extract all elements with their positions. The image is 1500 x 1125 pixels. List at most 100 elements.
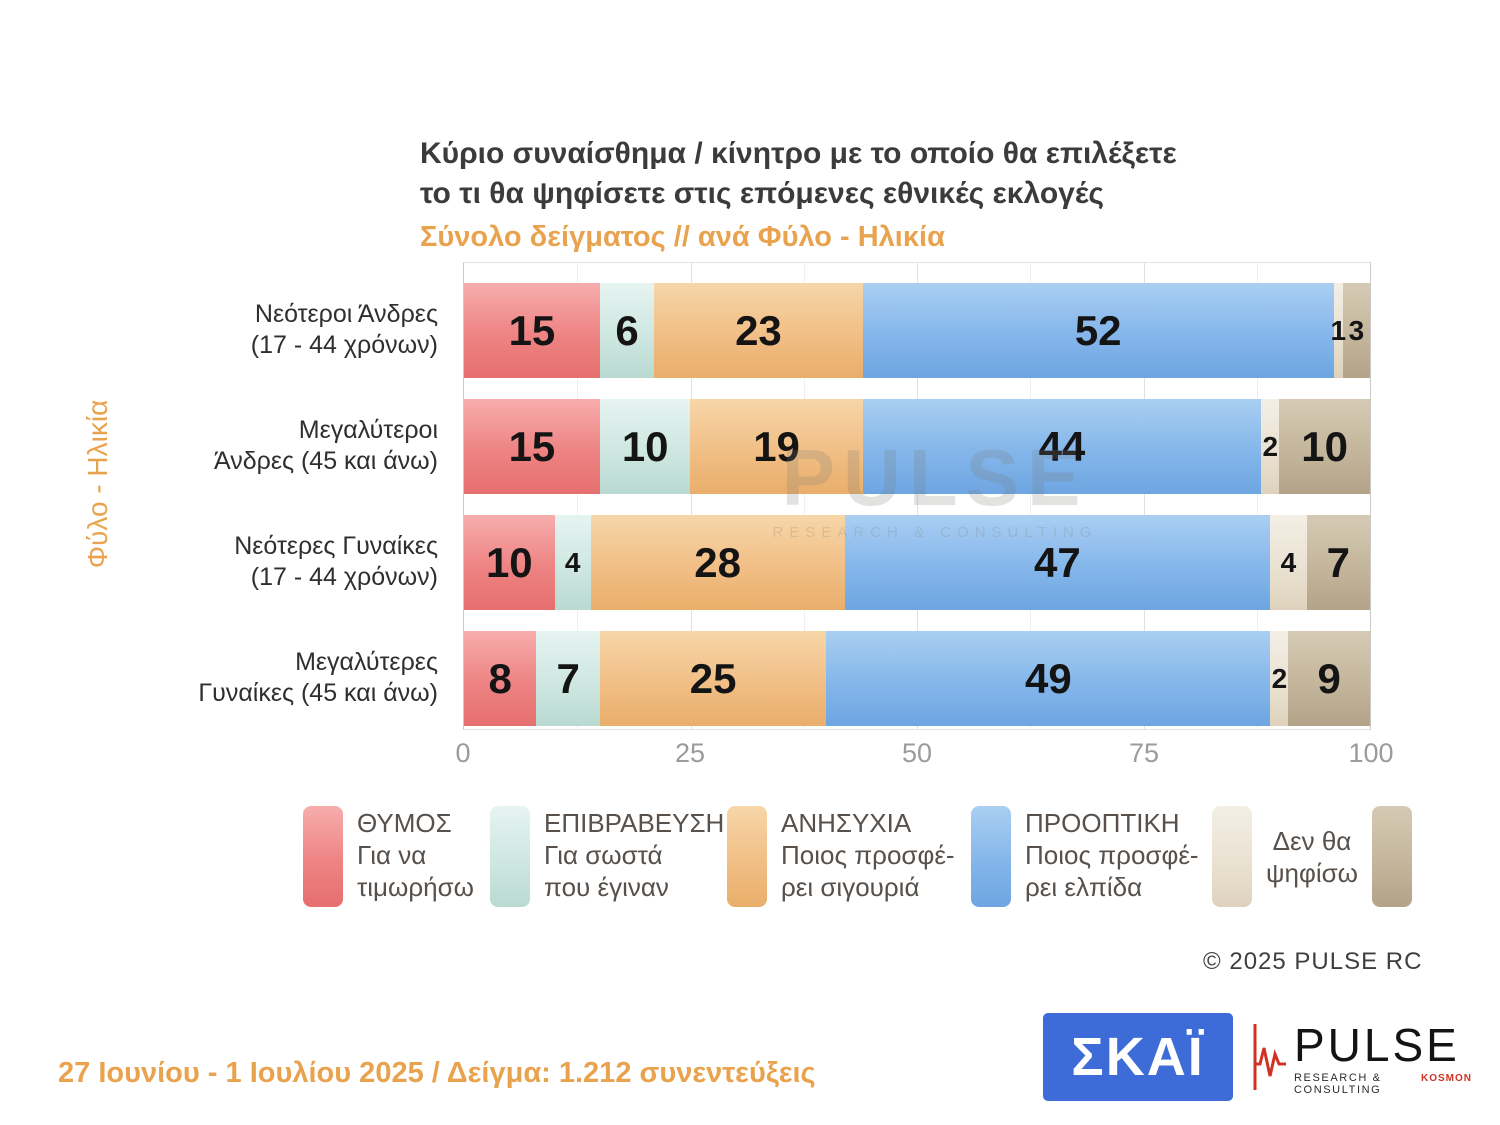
bar-segment: 19 [690,399,863,494]
bar-segment: 2 [1261,399,1280,494]
legend-item: ΠΡΟΟΠΤΙΚΗ Ποιος προσφέ-ρει ελπίδα [971,806,1199,907]
bar-segment: 2 [1270,631,1289,726]
legend-label: ΑΝΗΣΥΧΙΑ Ποιος προσφέ-ρει σιγουριά [781,808,955,902]
gridline [690,263,692,729]
bar-value-label: 8 [488,654,512,702]
chart-title-block: Κύριο συναίσθημα / κίνητρο με το οποίο θ… [420,134,1177,254]
legend-swatch [303,806,343,907]
bar-segment: 3 [1342,283,1370,378]
bar-segment: 4 [1270,515,1307,610]
skai-logo: ΣΚΑΪ [1043,1013,1233,1101]
gridline [917,263,918,729]
legend-swatch [727,806,767,907]
legend-item: Δεν θα ψηφίσω [1212,806,1412,907]
bar-segment: 8 [464,631,537,726]
x-tick-label: 25 [674,738,706,768]
bar-value-label: 7 [556,654,580,702]
legend-label: ΘΥΜΟΣ Για να τιμωρήσω [357,808,474,902]
legend-item: ΘΥΜΟΣ Για να τιμωρήσω [303,806,474,907]
legend-label: ΕΠΙΒΡΑΒΕΥΣΗ Για σωστά που έγιναν [544,808,725,902]
bar-value-label: 15 [508,306,556,354]
bar-rows: 15 6 23 52 1 3 15 10 19 44 2 10 10 4 28 47 4 7 8 7 25 49 2 9 [464,263,1370,729]
bar-segment: 10 [1279,399,1370,494]
bar-segment: 9 [1288,631,1370,726]
bar-value-label: 4 [1280,546,1297,578]
bar-segment: 25 [599,631,827,726]
bar-value-label: 2 [1271,662,1288,694]
bar-value-label: 52 [1074,306,1122,354]
x-axis-ticks: 0 25 50 75 100 [455,738,1393,772]
bar-value-label: 7 [1326,538,1350,586]
gridline [803,263,805,729]
x-tick-label: 75 [1128,738,1160,768]
category-labels: Νεότεροι Άνδρες (17 - 44 χρόνων) Μεγαλύτερ… [110,262,440,730]
pulse-logo-text-block: PULSE RESEARCH & CONSULTING KOSMON [1294,1020,1472,1096]
bar-value-label: 10 [621,422,669,470]
bar-segment: 4 [554,515,591,610]
bar-value-label: 23 [735,306,782,354]
bar-value-label: 10 [1301,422,1348,470]
bar-value-label: 1 [1330,314,1347,346]
bar-segment: 1 [1330,283,1346,378]
bar-segment: 28 [590,515,845,610]
legend-label: ΠΡΟΟΠΤΙΚΗ Ποιος προσφέ-ρει ελπίδα [1025,808,1199,902]
legend-label: Δεν θα ψηφίσω [1266,826,1358,888]
x-tick-label: 0 [455,738,471,768]
legend-item: ΕΠΙΒΡΑΒΕΥΣΗ Για σωστά που έγιναν [490,806,724,907]
bar-segment: 15 [464,399,600,494]
category-label: Νεότεροι Άνδρες (17 - 44 χρόνων) [250,299,438,359]
category-label: Μεγαλύτερες Γυναίκες (45 και άνω) [198,647,438,707]
legend-swatch [1371,806,1412,907]
bar-value-label: 25 [689,654,737,702]
plot-area: 15 6 23 52 1 3 15 10 19 44 2 10 10 4 28 47 4 7 8 7 25 49 2 9 [463,262,1371,730]
bar-value-label: 49 [1024,654,1072,702]
bar-segment: 6 [599,283,655,378]
bar-segment: 7 [536,631,600,726]
bar-value-label: 2 [1262,430,1279,462]
bar-value-label: 6 [615,306,639,354]
pulse-logo-name: PULSE [1294,1019,1460,1071]
skai-logo-text: ΣΚΑΪ [1071,1027,1205,1087]
bar-segment: 15 [464,283,600,378]
legend-swatch [971,806,1011,907]
gridlines [464,263,1370,729]
bar-value-label: 10 [485,538,533,586]
legend-item: ΑΝΗΣΥΧΙΑ Ποιος προσφέ-ρει σιγουριά [727,806,955,907]
bar-segment: 52 [862,283,1334,378]
category-label: Νεότερες Γυναίκες (17 - 44 χρόνων) [234,531,438,591]
pulse-logo-kosmon: KOSMON [1421,1073,1472,1084]
bar-value-label: 44 [1038,422,1086,470]
bar-row: 10 4 28 47 4 7 [464,515,1370,610]
x-tick-label: 100 [1348,738,1394,768]
legend: ΘΥΜΟΣ Για να τιμωρήσω ΕΠΙΒΡΑΒΕΥΣΗ Για σωστά π… [0,806,1500,924]
chart-subtitle: Σύνολο δείγματος // ανά Φύλο - Ηλικία [420,221,945,253]
bar-value-label: 4 [564,546,581,578]
bar-value-label: 9 [1317,654,1341,702]
bar-segment: 44 [862,399,1262,494]
chart-title-line1: Κύριο συναίσθημα / κίνητρο με το οποίο θ… [420,137,1177,170]
bar-segment: 47 [844,515,1271,610]
pulse-logo-subrow: RESEARCH & CONSULTING KOSMON [1294,1072,1472,1096]
x-tick-label: 50 [901,738,933,768]
date-sample-note: 27 Ιουνίου - 1 Ιουλίου 2025 / Δείγμα: 1.… [58,1057,816,1089]
bar-value-label: 28 [694,538,742,586]
chart-title-line2: το τι θα ψηφίσετε στις επόμενες εθνικές … [420,177,1104,210]
gridline [1256,263,1258,729]
bar-segment: 7 [1306,515,1370,610]
bar-segment: 10 [464,515,555,610]
pulse-logo: PULSE RESEARCH & CONSULTING KOSMON [1252,1020,1472,1096]
bar-value-label: 3 [1348,314,1365,346]
bar-value-label: 19 [753,422,800,470]
bar-row: 15 10 19 44 2 10 [464,399,1370,494]
bar-row: 15 6 23 52 1 3 [464,283,1370,378]
copyright-note: © 2025 PULSE RC [1203,948,1423,975]
bar-row: 8 7 25 49 2 9 [464,631,1370,726]
pulse-waveform-icon [1253,1024,1286,1090]
bar-segment: 10 [599,399,691,494]
bar-segment: 49 [826,631,1271,726]
legend-swatch [1212,806,1252,907]
bar-value-label: 47 [1034,538,1081,586]
gridline [577,263,579,729]
legend-swatch [490,806,530,907]
bar-segment: 23 [654,283,863,378]
